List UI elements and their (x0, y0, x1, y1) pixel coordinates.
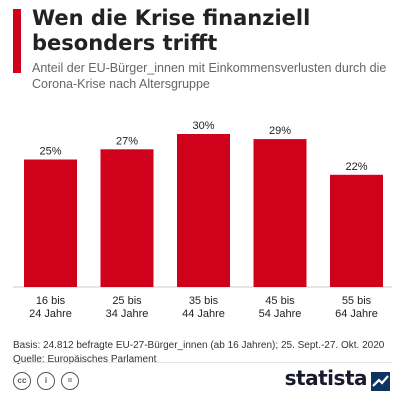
category-label: 54 Jahre (259, 308, 302, 320)
statista-logo[interactable]: statista (284, 366, 368, 390)
data-label: 25% (39, 146, 61, 158)
data-label: 27% (116, 135, 138, 147)
bar (177, 134, 230, 287)
category-label: 34 Jahre (106, 308, 149, 320)
statista-logo-icon (371, 372, 390, 391)
category-label: 35 bis (189, 295, 219, 307)
chart-notes: Basis: 24.812 befragte EU-27-Bürger_inne… (13, 339, 384, 367)
basis-note: Basis: 24.812 befragte EU-27-Bürger_inne… (13, 340, 385, 351)
category-label: 64 Jahre (335, 308, 378, 320)
category-label: 25 bis (112, 295, 142, 307)
cc-icon[interactable]: cc (13, 372, 31, 390)
chart-subtitle: Anteil der EU-Bürger_innen mit Einkommen… (32, 61, 387, 91)
bar (24, 159, 77, 287)
category-label: 55 bis (342, 295, 372, 307)
category-label: 44 Jahre (182, 308, 225, 320)
no-derivatives-icon[interactable]: = (61, 372, 79, 390)
bar (330, 174, 383, 287)
bar (100, 149, 154, 287)
source-note: Quelle: Europäisches Parlament (13, 354, 157, 365)
title-accent-bar (13, 9, 21, 73)
footer-divider (13, 362, 392, 363)
category-label: 45 bis (265, 295, 295, 307)
data-label: 22% (345, 161, 367, 173)
data-label: 30% (192, 120, 214, 132)
category-label: 24 Jahre (29, 308, 72, 320)
category-label: 16 bis (36, 295, 66, 307)
attribution-icon[interactable]: i (37, 372, 55, 390)
bar (253, 139, 307, 287)
chart-title: Wen die Krise finanziell besonders triff… (32, 6, 311, 55)
data-label: 29% (269, 125, 291, 137)
